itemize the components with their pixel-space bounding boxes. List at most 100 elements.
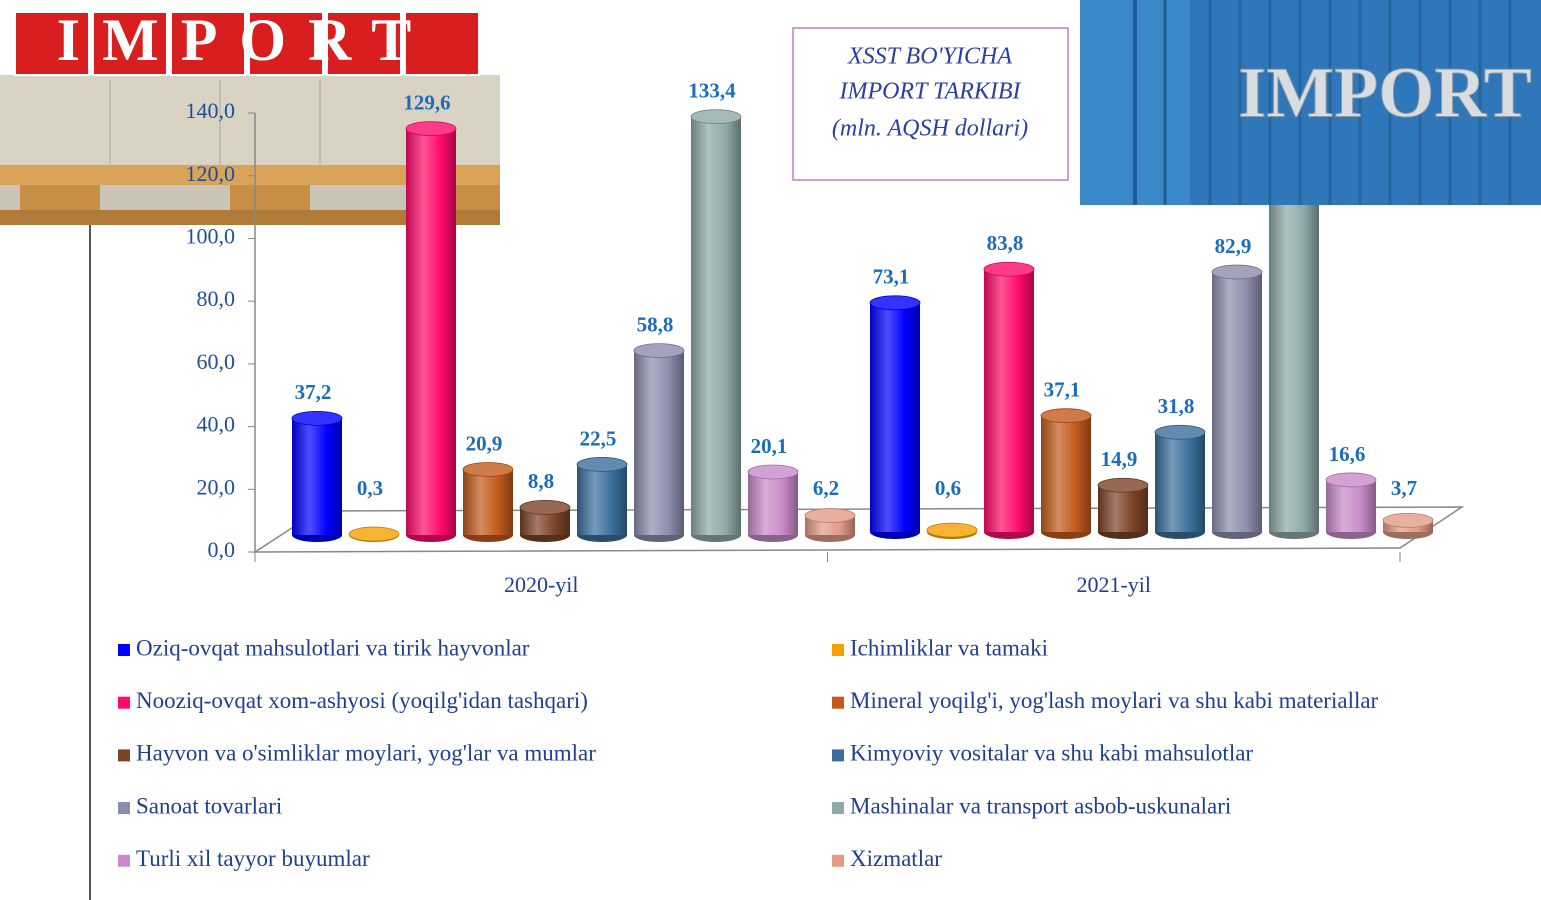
value-label: 83,8 [987,231,1024,255]
y-tick-label: 140,0 [186,98,236,123]
bar [520,500,570,542]
bar-body [406,129,456,535]
bar-top [577,457,627,471]
bar [748,465,798,542]
bar [577,457,627,542]
value-label: 58,8 [637,312,674,336]
x-tick-label: 2020-yil [504,572,579,597]
bar-top [691,110,741,124]
bar-body [1212,272,1262,532]
y-tick-label: 120,0 [186,161,236,186]
bar-top [292,411,342,425]
y-tick-label: 0,0 [208,537,236,562]
container-image: IMPORT [1080,0,1541,205]
legend-swatch [832,802,844,814]
y-tick-label: 60,0 [197,349,236,374]
bar [463,462,513,542]
value-label: 73,1 [873,265,910,289]
bar-body [634,351,684,535]
legend-label: Hayvon va o'simliklar moylari, yog'lar v… [136,741,596,766]
legend-swatch [118,749,130,761]
value-label: 0,6 [935,476,961,500]
x-tick-label: 2021-yil [1076,572,1151,597]
bar [927,523,977,539]
bar-top [349,527,399,541]
legend-swatch [832,855,844,867]
bar-body [1155,432,1205,532]
bar-body [748,472,798,535]
bar [406,122,456,542]
value-label: 20,1 [751,434,788,458]
chart-title: (mln. AQSH dollari) [832,116,1028,142]
bar-top [748,465,798,479]
bar [1041,409,1091,539]
value-label: 14,9 [1101,447,1138,471]
value-label: 133,4 [688,79,736,103]
bar-top [1212,265,1262,279]
value-label: 0,3 [357,476,383,500]
value-label: 22,5 [580,426,617,450]
bar [1155,425,1205,539]
value-label: 31,8 [1158,394,1195,418]
value-label: 20,9 [466,431,503,455]
legend-swatch [118,697,130,709]
bar-top [1041,409,1091,423]
bar-body [984,269,1034,532]
bar-body [1269,193,1319,532]
bar-top [463,462,513,476]
bar-top [406,122,456,136]
bar [984,262,1034,539]
bar [349,527,399,542]
bar-top [1383,513,1433,527]
bar-top [520,500,570,514]
value-label: 129,6 [403,90,450,114]
sign-text: IMPORT [57,7,434,73]
bar-top [984,262,1034,276]
legend-swatch [118,855,130,867]
legend-label: Oziq-ovqat mahsulotlari va tirik hayvonl… [136,635,530,660]
legend-label: Mashinalar va transport asbob-uskunalari [850,793,1231,818]
bar-body [870,303,920,532]
bar-body [577,464,627,535]
bar [1269,186,1319,539]
legend-label: Mineral yoqilg'i, yog'lash moylari va sh… [850,688,1379,713]
value-label: 3,7 [1391,476,1417,500]
chart-title: IMPORT TARKIBI [838,79,1021,105]
bar [805,509,855,542]
value-label: 37,1 [1044,377,1081,401]
bar [1383,513,1433,539]
value-label: 82,9 [1215,234,1252,258]
y-tick-label: 40,0 [197,412,236,437]
y-tick-label: 80,0 [197,286,236,311]
legend-label: Xizmatlar [850,846,942,871]
y-tick-label: 20,0 [197,474,236,499]
chart-title: XSST BO'YICHA [847,44,1012,70]
bar [870,296,920,539]
legend-swatch [832,749,844,761]
chart: IMPORT XSST BO'YICHA IMPORT TARKIBI (mln… [0,0,1541,900]
bar [634,344,684,542]
bar-body [463,469,513,535]
legend-label: Ichimliklar va tamaki [850,635,1048,660]
bar [1212,265,1262,539]
bar-top [805,509,855,523]
legend-swatch [118,644,130,656]
bar-body [292,418,342,535]
bar-top [1326,473,1376,487]
bar-top [870,296,920,310]
legend-swatch [832,697,844,709]
legend-swatch [832,644,844,656]
bar [691,110,741,542]
value-label: 16,6 [1329,442,1366,466]
legend-label: Kimyoviy vositalar va shu kabi mahsulotl… [850,741,1253,766]
value-label: 8,8 [528,469,554,493]
y-tick-label: 100,0 [186,223,236,248]
legend-swatch [118,802,130,814]
legend-label: Turli xil tayyor buyumlar [136,846,370,871]
legend-label: Sanoat tovarlari [136,793,282,818]
bar-body [1041,416,1091,532]
bar-body [691,117,741,535]
bar [1326,473,1376,539]
bar [1098,478,1148,539]
value-label: 37,2 [295,380,332,404]
